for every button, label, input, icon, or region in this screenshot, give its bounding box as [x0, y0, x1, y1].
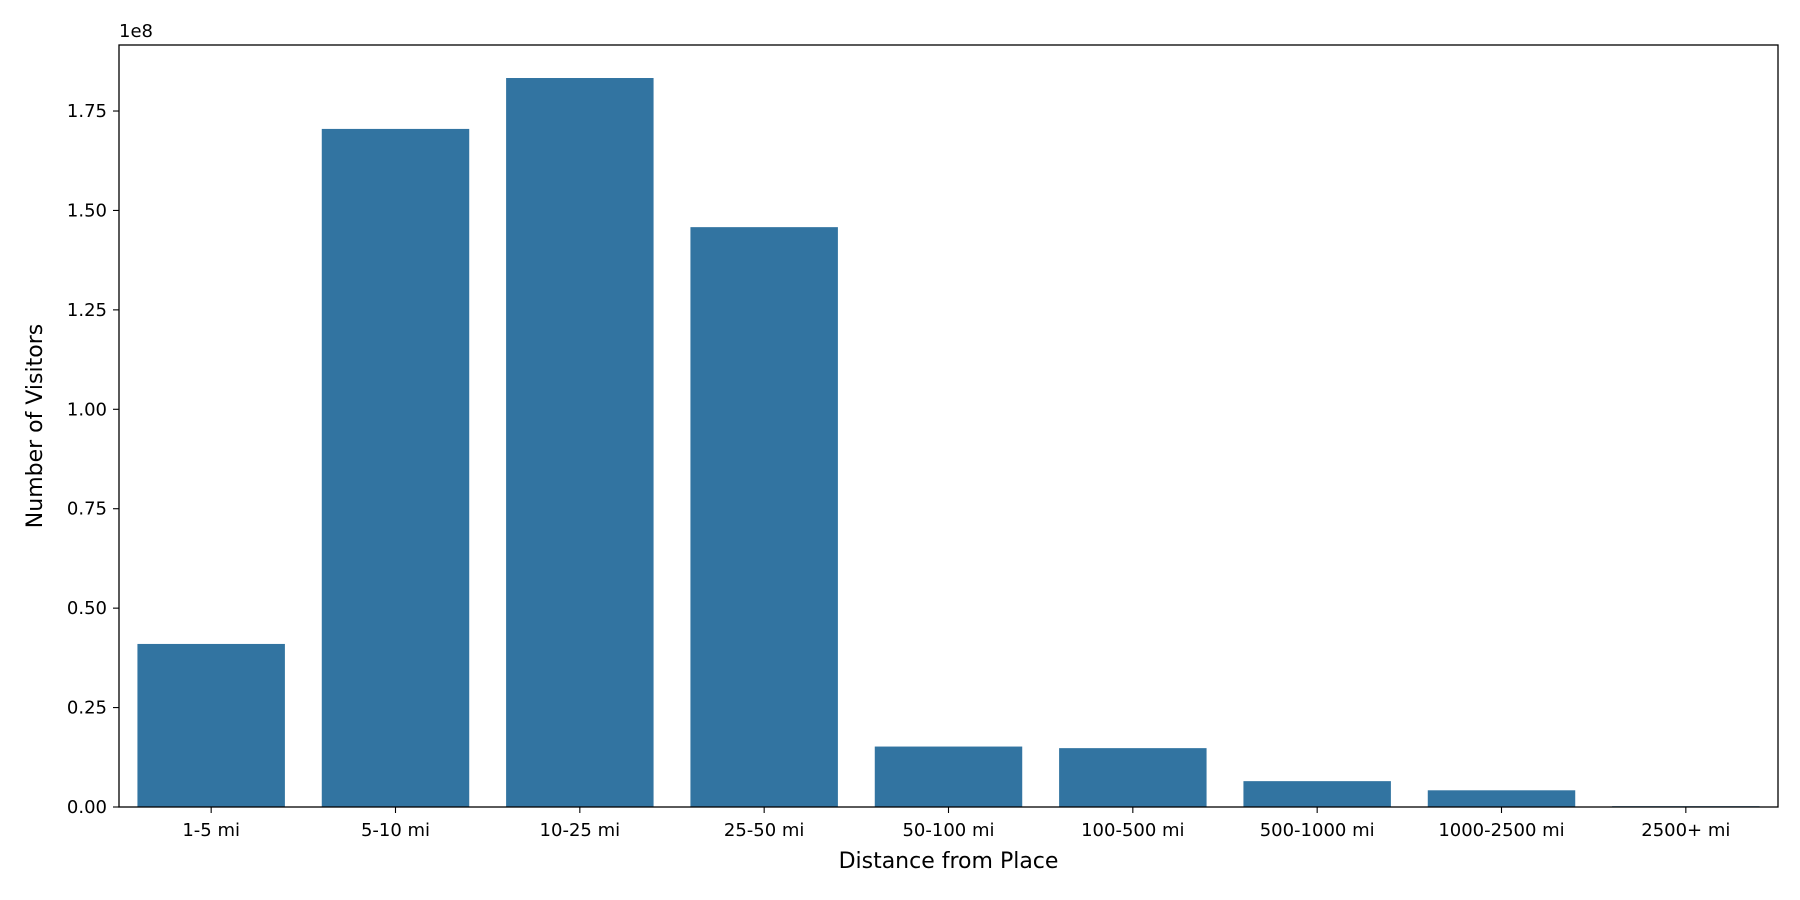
bar	[874, 746, 1023, 807]
bar	[690, 227, 838, 808]
y-tick-label: 0.25	[67, 698, 107, 719]
y-tick-label: 1.50	[67, 200, 107, 221]
bar	[1427, 790, 1576, 807]
x-tick-label: 500-1000 mi	[1260, 820, 1375, 841]
x-tick-label: 50-100 mi	[902, 820, 994, 841]
bar	[137, 643, 285, 807]
y-tick-label: 1.00	[67, 399, 107, 420]
x-tick-label: 25-50 mi	[724, 820, 805, 841]
bars-group	[137, 78, 1760, 808]
x-axis-ticks: 1-5 mi 5-10 mi 10-25 mi 25-50 mi 50-100 mi 10…	[182, 807, 1730, 841]
y-tick-label: 0.00	[67, 797, 107, 818]
y-tick-label: 0.75	[67, 499, 107, 520]
y-axis-ticks: 0.00 0.25 0.50 0.75 1.00 1.25 1.50 1.75	[67, 101, 119, 818]
x-axis-title: Distance from Place	[839, 849, 1059, 874]
x-tick-label: 100-500 mi	[1081, 820, 1184, 841]
y-tick-label: 1.75	[67, 101, 107, 122]
y-tick-label: 0.50	[67, 598, 107, 619]
bar	[321, 128, 470, 807]
bar	[1059, 748, 1207, 807]
x-tick-label: 5-10 mi	[361, 820, 430, 841]
plot-frame	[118, 44, 1779, 808]
x-tick-label: 10-25 mi	[540, 820, 621, 841]
y-axis-title: Number of Visitors	[23, 324, 48, 528]
x-tick-label: 2500+ mi	[1641, 820, 1730, 841]
y-axis-offset-label: 1e8	[119, 21, 153, 42]
bar	[506, 78, 654, 807]
x-tick-label: 1000-2500 mi	[1438, 820, 1564, 841]
x-tick-label: 1-5 mi	[182, 820, 240, 841]
bar	[1243, 781, 1391, 807]
y-tick-label: 1.25	[67, 300, 107, 321]
